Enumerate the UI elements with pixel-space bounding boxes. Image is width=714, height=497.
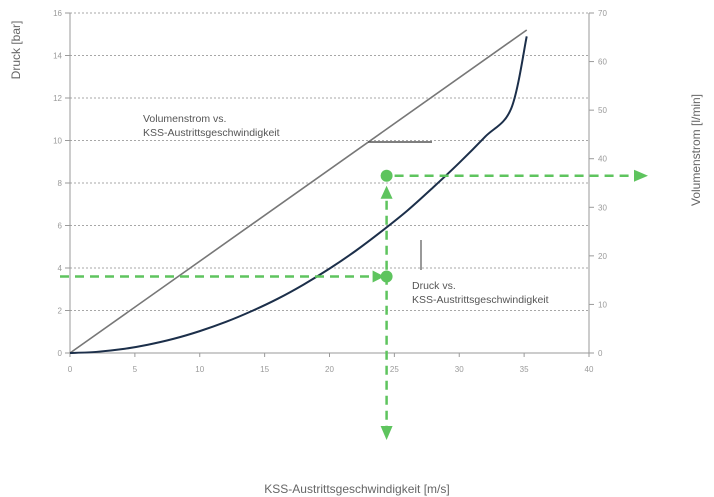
annotations: Volumenstrom vs. KSS-Austrittsgeschwindig… xyxy=(143,113,549,306)
y-right-tick-label: 20 xyxy=(598,252,607,261)
x-tick-label: 30 xyxy=(455,365,464,374)
x-tick-label: 15 xyxy=(260,365,269,374)
y-left-tick-label: 2 xyxy=(58,307,63,316)
x-tick-label: 10 xyxy=(195,365,204,374)
y-right-tick-label: 40 xyxy=(598,155,607,164)
y-left-tick-label: 8 xyxy=(58,179,63,188)
annotation-pressure-label: Druck vs. xyxy=(412,280,456,292)
annotation-pressure-label: KSS-Austrittsgeschwindigkeit xyxy=(412,294,549,306)
y-right-tick-label: 60 xyxy=(598,58,607,67)
y-left-axis-title: Druck [bar] xyxy=(9,21,23,80)
y-left-tick-label: 16 xyxy=(53,9,62,18)
grid-lines xyxy=(70,12,589,311)
guide-arrowhead-up xyxy=(380,185,393,199)
y-right-tick-label: 30 xyxy=(598,203,607,212)
x-axis-title: KSS-Austrittsgeschwindigkeit [m/s] xyxy=(264,482,449,496)
y-right-tick-label: 50 xyxy=(598,106,607,115)
series-line-pressure xyxy=(69,36,528,354)
series-lines xyxy=(69,29,528,354)
guide-point-flow xyxy=(380,169,393,182)
x-tick-label: 40 xyxy=(585,365,594,374)
guide-lines xyxy=(60,169,648,440)
x-tick-label: 20 xyxy=(325,365,334,374)
x-tick-label: 0 xyxy=(68,365,73,374)
y-left-tick-label: 12 xyxy=(53,94,62,103)
x-tick-label: 25 xyxy=(390,365,399,374)
x-tick-label: 5 xyxy=(133,365,138,374)
y-left-tick-label: 4 xyxy=(58,264,63,273)
y-left-tick-label: 14 xyxy=(53,52,62,61)
guide-arrowhead-right-flow xyxy=(634,169,648,182)
y-left-tick-label: 0 xyxy=(58,349,63,358)
guide-arrowhead-right xyxy=(372,270,385,283)
guide-arrowhead-down xyxy=(380,426,393,440)
y-right-tick-label: 0 xyxy=(598,349,603,358)
series-line-flow xyxy=(69,29,528,354)
axes xyxy=(65,12,594,357)
tick-labels: 0 2 4 6 8 10 12 14 16 0 10 20 30 40 50 60 70 0 5 10 15 20 25 30… xyxy=(53,9,607,374)
annotation-flow-label: KSS-Austrittsgeschwindigkeit xyxy=(143,127,280,139)
x-tick-label: 35 xyxy=(520,365,529,374)
y-right-tick-label: 10 xyxy=(598,300,607,309)
y-right-tick-label: 70 xyxy=(598,9,607,18)
y-right-axis-title: Volumenstrom [l/min] xyxy=(689,94,703,206)
annotation-flow-label: Volumenstrom vs. xyxy=(143,113,226,125)
y-left-tick-label: 10 xyxy=(53,137,62,146)
y-left-tick-label: 6 xyxy=(58,222,63,231)
